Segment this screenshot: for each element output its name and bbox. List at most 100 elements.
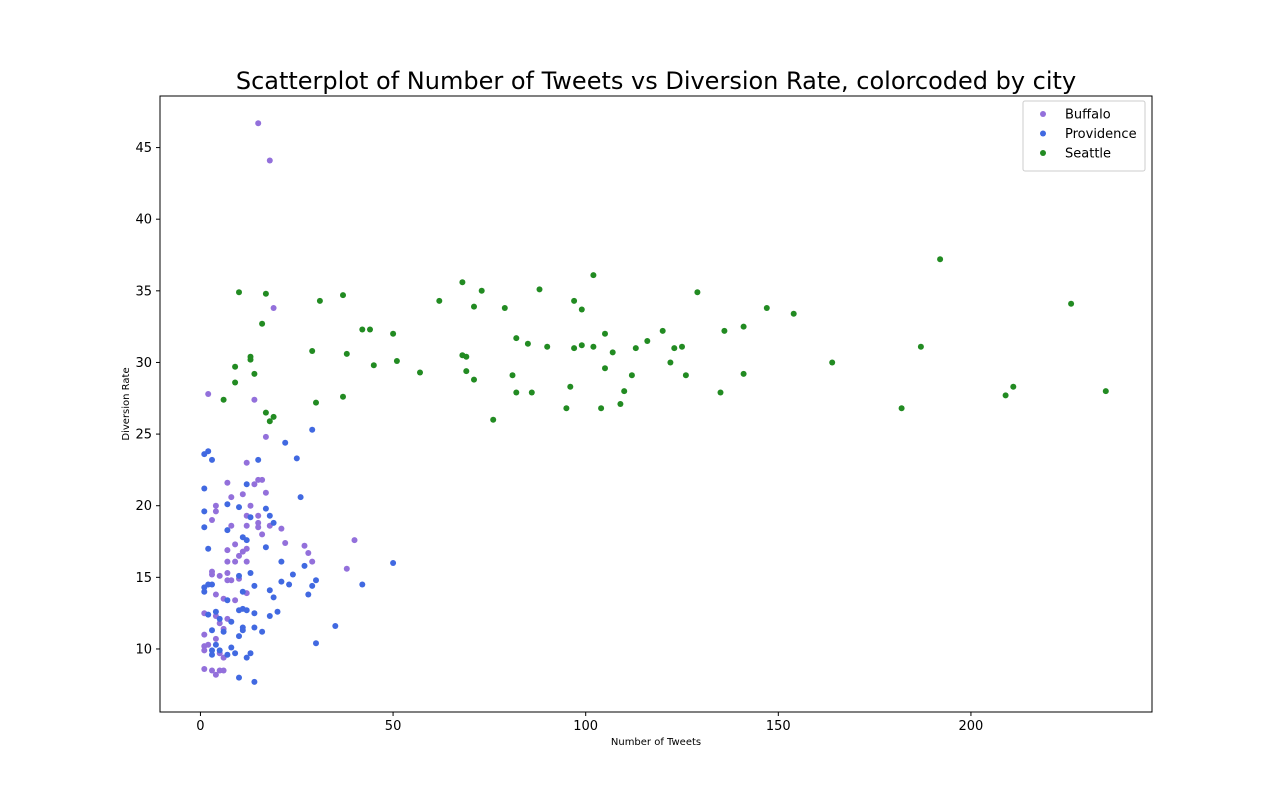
data-point bbox=[209, 571, 215, 578]
chart-title: Scatterplot of Number of Tweets vs Diver… bbox=[236, 67, 1076, 95]
data-point bbox=[644, 338, 651, 344]
data-point bbox=[340, 292, 346, 299]
data-point bbox=[251, 396, 258, 403]
data-point bbox=[343, 565, 350, 572]
data-point bbox=[255, 456, 262, 463]
data-point bbox=[232, 558, 239, 565]
data-point bbox=[309, 348, 316, 354]
data-point bbox=[632, 345, 639, 352]
data-point bbox=[590, 343, 597, 350]
data-point bbox=[266, 157, 273, 164]
data-point bbox=[571, 345, 578, 352]
data-point bbox=[262, 544, 269, 551]
data-point bbox=[224, 577, 231, 584]
data-point bbox=[1068, 300, 1075, 307]
data-point bbox=[232, 650, 239, 657]
legend-marker-seattle bbox=[1040, 150, 1046, 156]
data-point bbox=[309, 582, 316, 589]
data-point bbox=[790, 310, 797, 317]
data-point bbox=[239, 548, 246, 555]
data-point bbox=[359, 581, 366, 588]
data-point bbox=[721, 327, 728, 334]
data-point bbox=[212, 608, 219, 615]
data-point bbox=[251, 582, 258, 589]
data-point bbox=[297, 494, 304, 501]
data-point bbox=[212, 641, 219, 648]
data-point bbox=[255, 524, 262, 531]
data-point bbox=[917, 343, 924, 350]
data-point bbox=[598, 405, 605, 412]
data-point bbox=[717, 389, 724, 396]
data-point bbox=[313, 399, 319, 406]
data-point bbox=[740, 323, 747, 330]
data-point bbox=[679, 343, 685, 350]
data-point bbox=[247, 502, 254, 509]
data-point bbox=[209, 651, 215, 658]
data-point bbox=[313, 577, 319, 584]
data-point bbox=[578, 306, 585, 313]
data-point bbox=[340, 393, 346, 400]
data-point bbox=[236, 674, 242, 681]
data-point bbox=[617, 401, 624, 407]
data-point bbox=[239, 627, 246, 634]
data-point bbox=[270, 594, 277, 601]
data-point bbox=[224, 547, 231, 554]
data-point bbox=[628, 372, 635, 379]
data-point bbox=[201, 485, 208, 492]
data-point bbox=[247, 514, 254, 521]
data-point bbox=[228, 494, 235, 501]
x-axis-label: Number of Tweets bbox=[611, 737, 701, 748]
data-point bbox=[201, 631, 208, 638]
data-point bbox=[262, 290, 269, 297]
data-point bbox=[524, 340, 531, 347]
data-point bbox=[224, 527, 231, 534]
x-tick-label: 200 bbox=[959, 719, 984, 734]
data-point bbox=[216, 615, 223, 622]
data-point bbox=[228, 522, 235, 529]
data-point bbox=[201, 643, 208, 650]
data-point bbox=[262, 433, 269, 440]
data-point bbox=[251, 624, 258, 631]
data-point bbox=[332, 623, 339, 629]
data-point bbox=[247, 650, 254, 657]
data-point bbox=[309, 426, 316, 433]
data-point bbox=[471, 376, 477, 383]
data-point bbox=[282, 439, 289, 446]
y-axis-label: Diversion Rate bbox=[121, 367, 132, 440]
data-point bbox=[224, 651, 231, 658]
data-point bbox=[278, 558, 285, 565]
data-point bbox=[390, 560, 397, 566]
data-point bbox=[243, 654, 250, 661]
data-point bbox=[220, 667, 227, 674]
data-point bbox=[266, 418, 273, 425]
data-point bbox=[232, 541, 239, 548]
data-point bbox=[286, 581, 293, 588]
data-point bbox=[201, 508, 208, 515]
data-point bbox=[243, 481, 250, 488]
data-point bbox=[266, 587, 273, 594]
data-point bbox=[220, 396, 227, 403]
data-point bbox=[212, 591, 219, 598]
y-tick-label: 45 bbox=[135, 141, 152, 156]
legend-box bbox=[1022, 100, 1146, 172]
data-point bbox=[266, 613, 273, 619]
data-point bbox=[671, 345, 678, 352]
data-point bbox=[224, 479, 231, 486]
x-tick-label: 150 bbox=[766, 719, 791, 734]
data-point bbox=[367, 326, 373, 333]
data-point bbox=[436, 297, 443, 304]
data-point bbox=[209, 517, 215, 523]
data-point bbox=[270, 305, 277, 311]
data-point bbox=[289, 571, 296, 578]
data-point bbox=[247, 356, 254, 363]
data-point bbox=[301, 562, 308, 569]
data-point bbox=[513, 389, 520, 396]
data-points-layer bbox=[201, 120, 1109, 685]
data-point bbox=[343, 350, 350, 357]
data-point bbox=[216, 572, 223, 579]
data-point bbox=[201, 584, 208, 591]
data-point bbox=[212, 635, 219, 642]
data-point bbox=[270, 413, 277, 420]
data-point bbox=[567, 383, 574, 390]
data-point bbox=[528, 389, 535, 396]
